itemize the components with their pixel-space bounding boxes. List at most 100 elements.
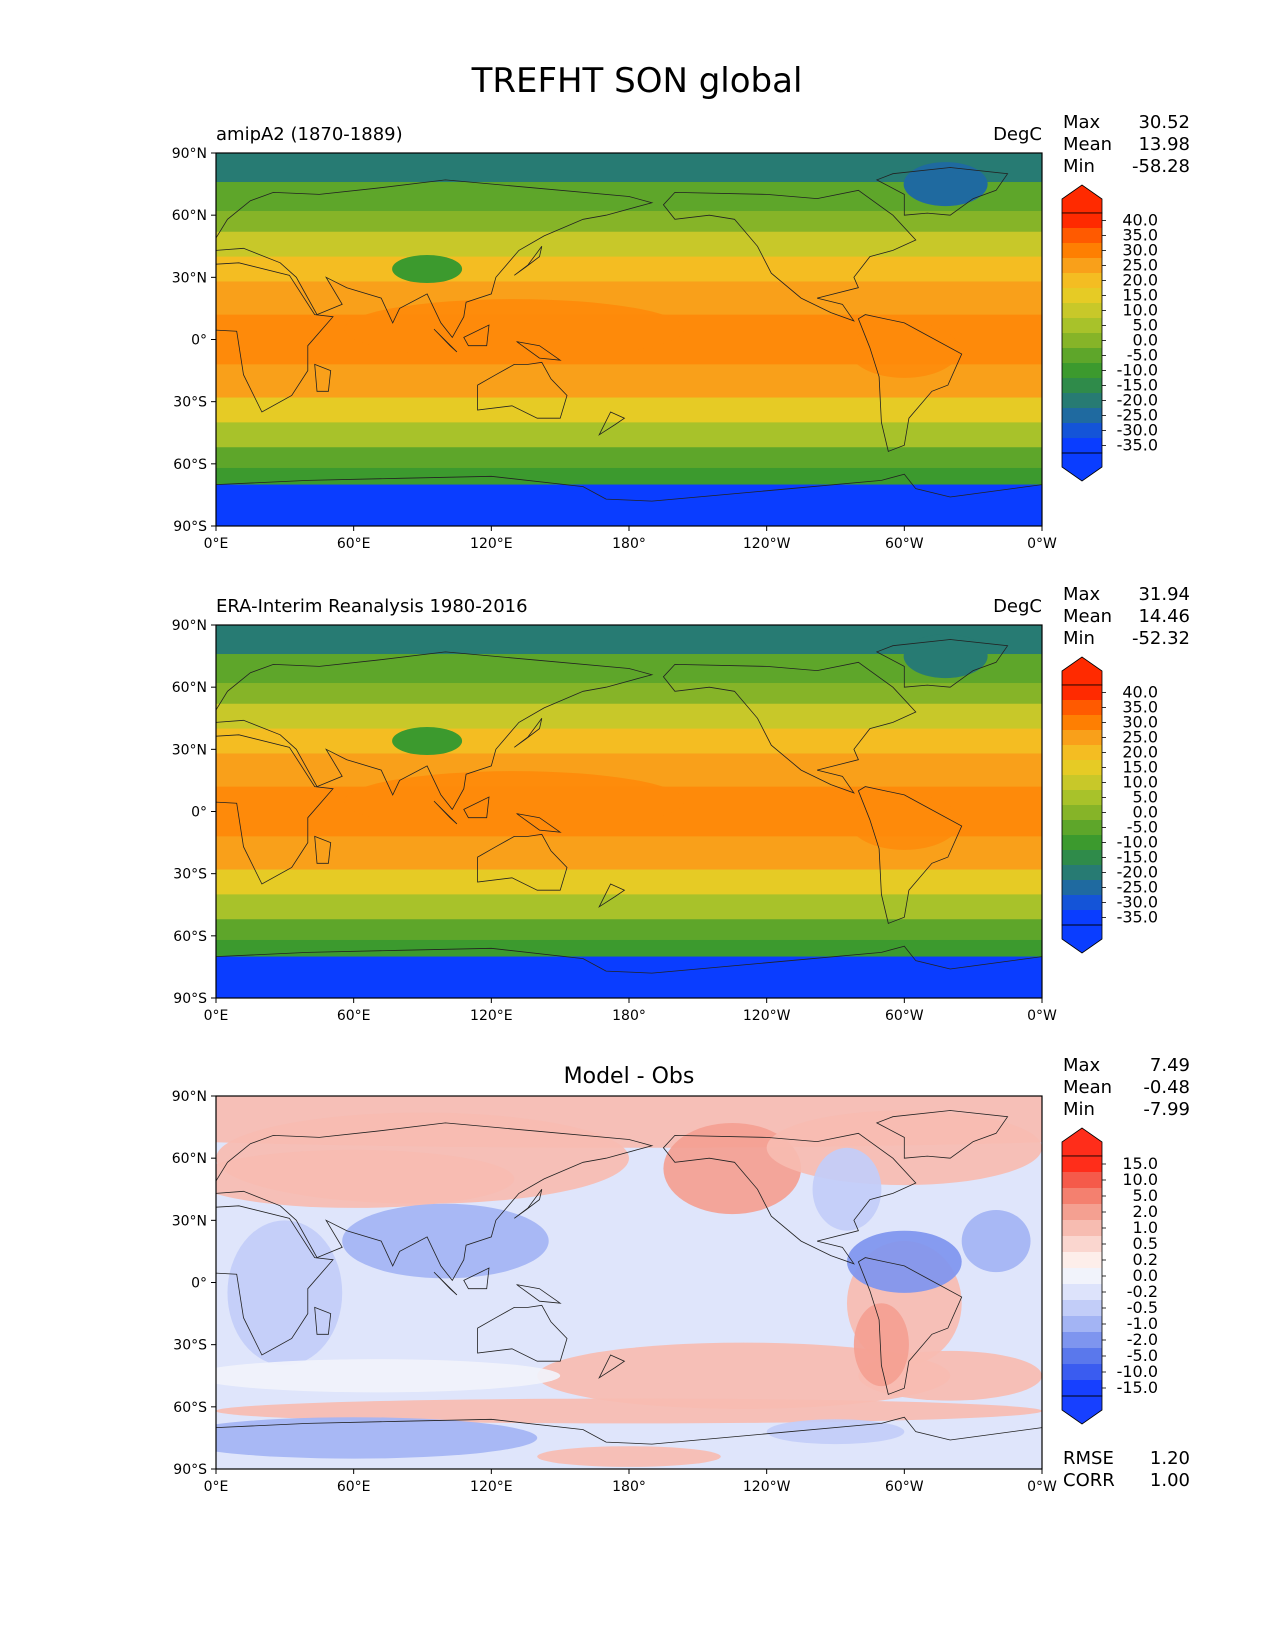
- temperature-band-11: [216, 939, 1042, 958]
- colorbar-segment: [1062, 850, 1102, 866]
- colorbar-segment: [1062, 423, 1102, 439]
- colorbar-segment: [1062, 1252, 1102, 1269]
- coastline-6: [216, 473, 1042, 526]
- colorbar-label: 2.0: [1133, 1202, 1158, 1221]
- coastline-10: [433, 800, 458, 825]
- stat-label: Min: [1063, 156, 1095, 177]
- stat-value: -7.99: [1143, 1099, 1190, 1120]
- coastline-3: [857, 314, 963, 452]
- colorbar-segment: [1062, 730, 1102, 746]
- temperature-band-2: [216, 683, 1042, 705]
- colorbar-segment: [1062, 1268, 1102, 1285]
- stat-value: 31.94: [1138, 584, 1190, 605]
- lat-tick-label: 0°: [191, 805, 207, 821]
- lat-tick-label: 90°N: [172, 1089, 207, 1105]
- colorbar-label: -10.0: [1117, 1362, 1158, 1381]
- colorbar-segment: [1062, 910, 1102, 926]
- lon-tick-label: 0°E: [204, 1479, 229, 1495]
- colorbar-segment: [1062, 408, 1102, 424]
- diff-blob-13: [216, 1417, 538, 1459]
- lon-tick-label: 180°: [612, 1008, 646, 1024]
- coastline-12: [516, 1284, 562, 1304]
- colorbar-label: 0.0: [1133, 1266, 1158, 1285]
- temperature-band-12: [216, 956, 1042, 998]
- lon-tick-label: 0°E: [204, 536, 229, 552]
- diff-blob-17: [961, 1209, 1031, 1273]
- colorbar-label: 0.2: [1133, 1250, 1158, 1269]
- colorbar-segment: [1062, 895, 1102, 911]
- colorbar-label: -35.0: [1117, 436, 1158, 455]
- coastline-5: [875, 1110, 1009, 1159]
- temperature-band-9: [216, 894, 1042, 920]
- colorbar-label: 20.0: [1122, 271, 1158, 290]
- map-obs: [216, 625, 1042, 998]
- panel-units: DegC: [993, 124, 1042, 145]
- coastline-11: [463, 324, 490, 347]
- colorbar-segment: [1062, 438, 1102, 454]
- colorbar-segment: [1062, 1284, 1102, 1301]
- colorbar-label: -25.0: [1117, 406, 1158, 425]
- lat-tick-label: 90°S: [173, 519, 207, 535]
- colorbar-segment: [1062, 378, 1102, 394]
- tibet-cold: [392, 255, 463, 284]
- colorbar-label: -25.0: [1117, 878, 1158, 897]
- colorbar-segment: [1062, 1332, 1102, 1349]
- colorbar-arrow-top: [1061, 184, 1103, 214]
- coastline-12: [516, 813, 562, 833]
- colorbar-label: 15.0: [1122, 758, 1158, 777]
- colorbar-label: -10.0: [1117, 361, 1158, 380]
- colorbar-segment: [1062, 1188, 1102, 1205]
- colorbar-segment: [1062, 760, 1102, 776]
- diff-blob-8: [812, 1147, 882, 1231]
- stat-value: -58.28: [1132, 156, 1190, 177]
- colorbar-label: 5.0: [1133, 316, 1158, 335]
- colorbar-segment: [1062, 685, 1102, 701]
- stat-value: -52.32: [1132, 628, 1190, 649]
- diff-blob-2: [663, 1122, 802, 1215]
- colorbar-segment: [1062, 865, 1102, 881]
- colorbar-segment: [1062, 258, 1102, 274]
- stat-label: Mean: [1063, 134, 1112, 155]
- lat-tick-label: 0°: [191, 333, 207, 349]
- lon-tick-label: 180°: [612, 536, 646, 552]
- temperature-band-3: [216, 231, 1042, 258]
- lon-tick-label: 0°W: [1027, 536, 1057, 552]
- extra-stat-value: 1.20: [1150, 1448, 1190, 1469]
- colorbar-label: -5.0: [1127, 346, 1158, 365]
- colorbar-label: -30.0: [1117, 893, 1158, 912]
- coastline-11: [463, 796, 490, 819]
- colorbar-label: -2.0: [1127, 1330, 1158, 1349]
- lat-tick-label: 90°S: [173, 1462, 207, 1478]
- stat-value: 14.46: [1138, 606, 1190, 627]
- coastline-2: [662, 189, 917, 322]
- colorbar-label: 20.0: [1122, 743, 1158, 762]
- stat-value: 30.52: [1138, 112, 1190, 133]
- coastline-8: [598, 1354, 626, 1379]
- temperature-band-12: [216, 484, 1042, 526]
- lat-tick-label: 90°N: [172, 618, 207, 634]
- extra-stat-label: RMSE: [1063, 1448, 1114, 1469]
- coastline-0: [216, 1205, 334, 1356]
- lat-tick-label: 30°S: [173, 867, 207, 883]
- temperature-band-3: [216, 703, 1042, 730]
- lon-tick-label: 60°E: [337, 1479, 371, 1495]
- temperature-band-0: [216, 153, 1042, 183]
- coastline-3: [857, 786, 963, 924]
- coastline-8: [598, 883, 626, 908]
- coastline-0: [216, 262, 334, 413]
- colorbar-segment: [1062, 880, 1102, 896]
- coastline-7: [514, 246, 543, 276]
- colorbar-arrow-bottom: [1061, 924, 1103, 954]
- colorbar-label: 40.0: [1122, 211, 1158, 230]
- colorbar-label: -15.0: [1117, 376, 1158, 395]
- colorbar-arrow-top: [1061, 1127, 1103, 1157]
- lat-tick-label: 30°S: [173, 1338, 207, 1354]
- colorbar-label: -35.0: [1117, 908, 1158, 927]
- colorbar-segment: [1062, 715, 1102, 731]
- coastline-1: [216, 1122, 654, 1282]
- lat-tick-label: 60°N: [172, 1151, 207, 1167]
- lon-tick-label: 60°W: [885, 536, 924, 552]
- stat-label: Max: [1063, 112, 1101, 133]
- diff-blob-10: [216, 1359, 561, 1393]
